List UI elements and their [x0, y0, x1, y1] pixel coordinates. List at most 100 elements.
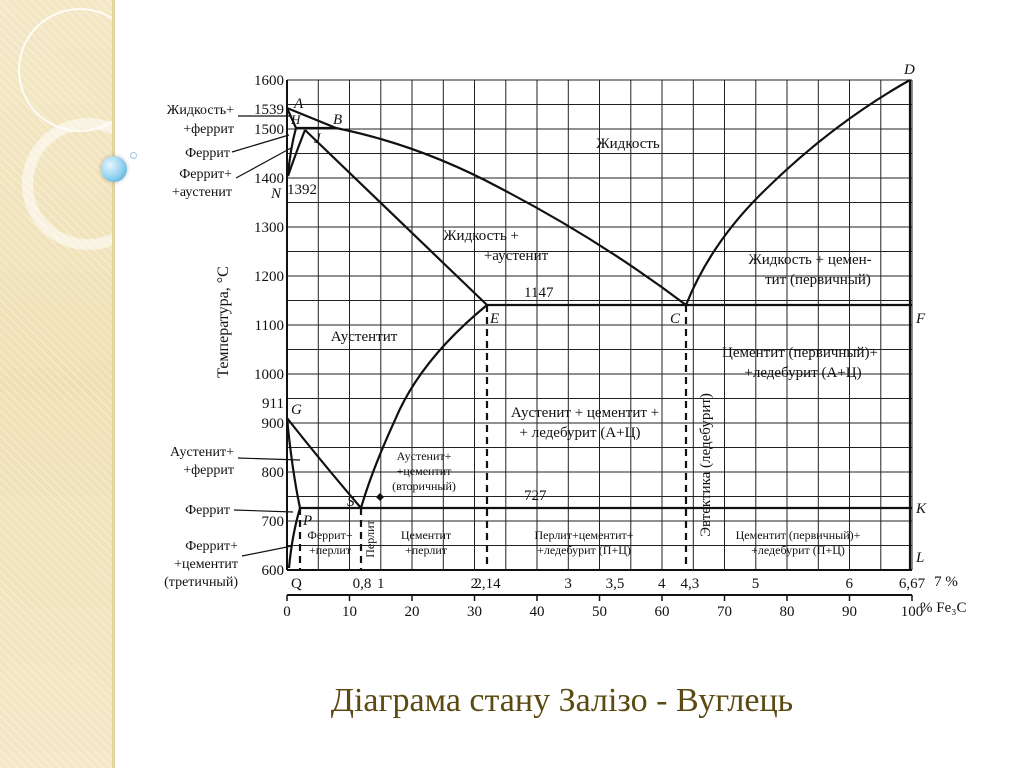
region-liquid-cem-1: Жидкость + цемен- [748, 252, 871, 268]
label-austenite-ferrite-2: +феррит [183, 463, 234, 478]
y-tick-label: 1300 [254, 220, 284, 236]
diagram-grid [286, 79, 913, 571]
point-b: B [333, 112, 342, 128]
region-cem-led-2: +ледебурит (А+Ц) [744, 365, 861, 381]
point-e: E [489, 311, 499, 327]
decorative-ring [22, 118, 112, 250]
liquidus-cd [684, 79, 911, 306]
x-carbon-tick-label: 0,8 [353, 576, 372, 592]
x-fe3c-tick-label: 70 [717, 604, 732, 620]
region-aus-cem-led-2: + ледебурит (А+Ц) [520, 425, 641, 441]
region-liquid-austenite-1: Жидкость + [443, 228, 519, 244]
x-fe3c-tick-label: 0 [283, 604, 291, 620]
dashed-lines [298, 305, 688, 570]
label-liquid-ferrite-1: Жидкость+ [167, 103, 234, 118]
small-region-labels: Аустенит+ +цементит (вторичный) Феррит+ … [307, 449, 860, 558]
point-h: H [290, 112, 301, 127]
label-ferrite: Феррит [185, 146, 230, 161]
label-ferrite-cem-2: +цементит [174, 557, 238, 572]
x-carbon-tick-label: 3,5 [606, 576, 625, 592]
x-axis-ticks [286, 595, 913, 601]
x-carbon-tick-label: 2 [471, 576, 479, 592]
point-s: S [347, 494, 355, 510]
line-ah [285, 107, 298, 129]
leader-ferrite-austenite [235, 147, 292, 179]
leader-ferrite-low [233, 509, 294, 513]
point-k: K [915, 501, 927, 517]
x-fe3c-tick-label: 100 [901, 604, 924, 620]
left-side-labels: Жидкость+ +феррит Феррит Феррит+ +аустен… [164, 103, 238, 590]
point-g: G [291, 402, 302, 418]
phase-boundaries [285, 79, 912, 570]
label-ferrite-austenite-1: Феррит+ [179, 167, 232, 182]
line-gp [285, 417, 302, 509]
x-axis-carbon-labels: Q 0,8 1 22,14 3 3,5 4 4,3 5 6 6,67 [291, 576, 926, 592]
region-cem-pearlite-1: Цементит [401, 528, 452, 542]
x-fe3c-tick-label: 50 [592, 604, 607, 620]
region-aus-cem2-2: +цементит [397, 464, 453, 478]
decorative-bubble-small [130, 152, 137, 159]
liquidus-bc [335, 126, 687, 306]
region-pearl-cem-led-1: Перлит+цементит+ [534, 528, 633, 542]
x-carbon-tick-label: 5 [752, 576, 760, 592]
y-axis-label: Температура, °С [215, 266, 232, 378]
label-ferrite-cem-1: Феррит+ [185, 539, 238, 554]
region-cem-prim-led-2: +ледебурит (П+Ц) [751, 543, 845, 557]
x-carbon-tick-label: 4 [658, 576, 666, 592]
region-cem-prim-led-1: Цементит (первичный)+ [736, 528, 861, 542]
x-fe3c-tick-label: 90 [842, 604, 857, 620]
region-pearlite: Перлит [363, 520, 377, 558]
point-d: D [903, 62, 915, 78]
y-tick-label: 700 [262, 514, 285, 530]
point-f: F [915, 311, 926, 327]
x-carbon-tick-label: 6,67 [899, 576, 926, 592]
line-jn [286, 129, 307, 177]
x-axis-fe3c-labels: 0 10 20 30 40 50 60 70 80 90 100 [283, 604, 923, 620]
y-tick-label: 1400 [254, 171, 284, 187]
region-aus-cem-led-1: Аустенит + цементит + [511, 405, 659, 421]
page-title: Діаграма стану Залізо - Вуглець [330, 682, 794, 719]
temp-1392: 1392 [287, 182, 317, 198]
point-labels: A B H J N D C E F G S P K L [270, 62, 927, 566]
leader-ferrite-cem [241, 545, 293, 557]
region-aus-cem2-1: Аустенит+ [397, 449, 452, 463]
point-p: P [302, 513, 312, 529]
region-pearl-cem-led-2: +ледебурит (П+Ц) [537, 543, 631, 557]
region-ferrite-pearlite-1: Феррит+ [307, 528, 352, 542]
temp-1147: 1147 [524, 285, 554, 301]
y-tick-911: 911 [262, 396, 284, 412]
x-carbon-tick-label: 2,14 [474, 576, 501, 592]
region-liquid-cem-2: тит (первичный) [765, 272, 871, 288]
region-liquid: Жидкость [596, 136, 660, 152]
decorative-side-band [0, 0, 112, 768]
side-band-edge [112, 0, 115, 768]
line-es [359, 304, 488, 509]
x-fe3c-tick-label: 60 [655, 604, 670, 620]
point-a: A [293, 96, 304, 112]
y-tick-label: 1100 [255, 318, 284, 334]
label-liquid-ferrite-2: +феррит [183, 122, 234, 137]
x-fe3c-tick-label: 10 [342, 604, 357, 620]
y-tick-label: 600 [262, 563, 285, 579]
x-fe3c-unit: % Fe₃C [920, 600, 966, 616]
label-ferrite-austenite-2: +аустенит [172, 185, 232, 200]
x-fe3c-tick-label: 80 [780, 604, 795, 620]
x-carbon-tick-label: 1 [377, 576, 385, 592]
x-fe3c-tick-label: 40 [530, 604, 545, 620]
point-n: N [270, 186, 282, 202]
x-carbon-tick-label: 4,3 [681, 576, 700, 592]
x-carbon-tick-label: 3 [564, 576, 572, 592]
point-l: L [915, 550, 924, 566]
leader-austenite-ferrite [237, 457, 301, 461]
liquidus-ab [286, 106, 337, 130]
point-c: C [670, 311, 681, 327]
temp-727: 727 [524, 488, 547, 504]
solidus-je [304, 129, 488, 306]
region-austenite: Аустентит [331, 329, 398, 345]
y-tick-label: 1600 [254, 73, 284, 89]
x-fe3c-tick-label: 30 [467, 604, 482, 620]
label-ferrite-low: Феррит [185, 503, 230, 518]
y-tick-label: 1000 [254, 367, 284, 383]
x-carbon-tick-label: Q [291, 576, 302, 592]
